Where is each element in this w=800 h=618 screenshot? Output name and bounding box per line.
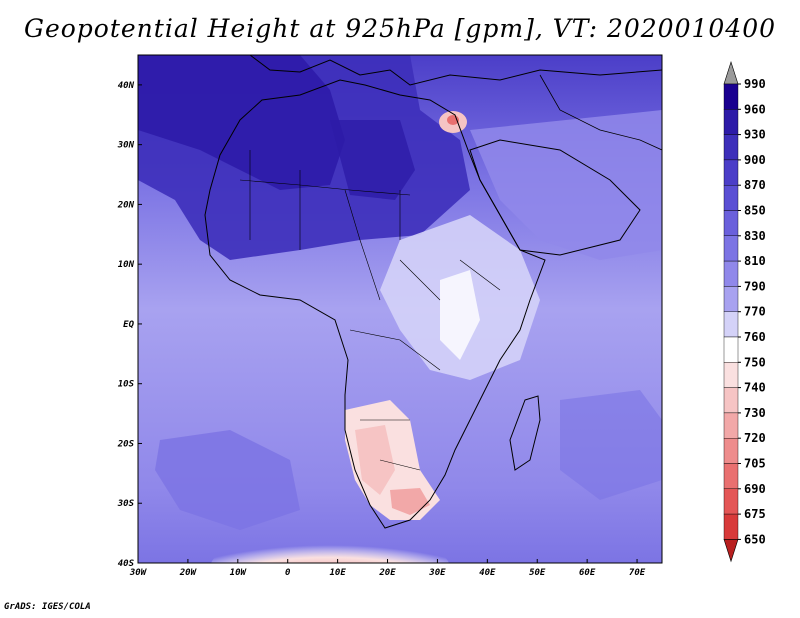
south-africa-low-core <box>390 488 430 515</box>
colorbar-label: 750 <box>744 355 766 369</box>
libya-core-region <box>330 120 415 200</box>
colorbar-segment <box>723 336 739 363</box>
lat-tick-label: 20S <box>117 439 135 449</box>
colorbar-segment <box>723 260 739 287</box>
longitude-axis: 30W 20W 10W 0 10E 20E 30E 40E 50E 60E 70E <box>129 559 646 578</box>
lon-tick-label: 60E <box>579 568 596 578</box>
colorbar-label: 850 <box>744 204 766 218</box>
colorbar-segment <box>723 387 739 414</box>
colorbar-segment <box>723 362 739 388</box>
colorbar-label: 740 <box>744 381 766 395</box>
lat-tick-label: 40S <box>118 559 135 569</box>
lon-tick-label: 20E <box>378 568 396 578</box>
namibia-low-core <box>355 425 395 495</box>
latitude-axis: 40N 30N 20N 10N EQ 10S 20S 30S 40S <box>117 81 142 569</box>
lat-tick-label: 10S <box>118 380 135 390</box>
north-core-region <box>138 55 345 190</box>
europe-coastline <box>249 55 662 86</box>
lon-tick-label: 50E <box>529 568 546 578</box>
colorbar-segment <box>723 311 739 338</box>
map-frame <box>137 54 663 564</box>
colorbar-label: 720 <box>744 431 766 445</box>
lat-tick-label: EQ <box>123 320 134 330</box>
colorbar-segment <box>723 210 739 236</box>
lat-tick-label: 10N <box>118 260 135 270</box>
colorbar-label: 730 <box>744 406 766 420</box>
lon-tick-label: 20W <box>179 568 198 578</box>
colorbar-label: 760 <box>744 330 766 344</box>
colorbar-label: 830 <box>744 229 766 243</box>
arabia-coastline <box>469 139 641 256</box>
colorbar-segment <box>723 159 739 186</box>
colorbar-segment <box>723 412 739 439</box>
colorbar-label: 650 <box>744 532 766 546</box>
colorbar-segment <box>723 109 739 135</box>
colorbar-segment <box>723 134 739 161</box>
colorbar-label: 675 <box>744 507 766 521</box>
colorbar-label: 770 <box>744 305 766 319</box>
contour-field <box>138 55 662 563</box>
colorbar-segment <box>723 463 739 489</box>
lon-tick-label: 0 <box>285 568 291 578</box>
map-title: Geopotential Height at 925hPa [gpm], VT:… <box>23 14 777 43</box>
lon-tick-label: 30W <box>129 568 148 578</box>
colorbar-label: 960 <box>744 102 766 116</box>
lon-tick-label: 40E <box>479 568 496 578</box>
colorbar-label: 690 <box>744 482 766 496</box>
southern-ocean-low <box>211 530 449 563</box>
lat-tick-label: 30N <box>117 141 135 151</box>
lon-tick-label: 10E <box>329 568 346 578</box>
colorbar-label: 810 <box>744 254 766 268</box>
colorbar-label: 870 <box>744 178 766 192</box>
lat-tick-label: 30S <box>117 499 135 509</box>
lon-tick-label: 10W <box>230 568 248 578</box>
great-lakes-region <box>440 270 480 360</box>
lat-tick-label: 20N <box>117 200 135 210</box>
colorbar-segment <box>723 184 739 211</box>
colorbar-segment <box>723 235 739 262</box>
colorbar-segment <box>723 286 739 312</box>
footer-credit: GrADS: IGES/COLA <box>4 602 91 612</box>
colorbar-segment <box>723 83 739 110</box>
colorbar-label: 900 <box>744 153 766 167</box>
colorbar-segment <box>723 513 739 540</box>
africa-coastline <box>204 79 546 529</box>
south-atlantic-high-region <box>155 430 300 530</box>
colorbar-segment <box>723 488 739 515</box>
colorbar-max-triangle <box>723 61 739 85</box>
country-borders <box>239 150 501 471</box>
colorbar-label: 705 <box>744 457 766 471</box>
madagascar-coastline <box>509 395 541 471</box>
colorbar-label: 990 <box>744 77 766 91</box>
lat-tick-label: 40N <box>118 81 135 91</box>
colorbar: 990 960 930 900 870 850 830 810 790 770 760 750 740 7… <box>723 61 766 563</box>
lon-tick-label: 30E <box>428 568 446 578</box>
colorbar-label: 930 <box>744 128 766 142</box>
colorbar-min-triangle <box>723 539 739 563</box>
indian-ocean-high-region <box>560 390 662 500</box>
persia-coastline <box>539 74 662 151</box>
arabia-region <box>470 110 662 260</box>
lon-tick-label: 70E <box>629 568 646 578</box>
colorbar-label: 790 <box>744 279 766 293</box>
colorbar-segment <box>723 438 739 464</box>
